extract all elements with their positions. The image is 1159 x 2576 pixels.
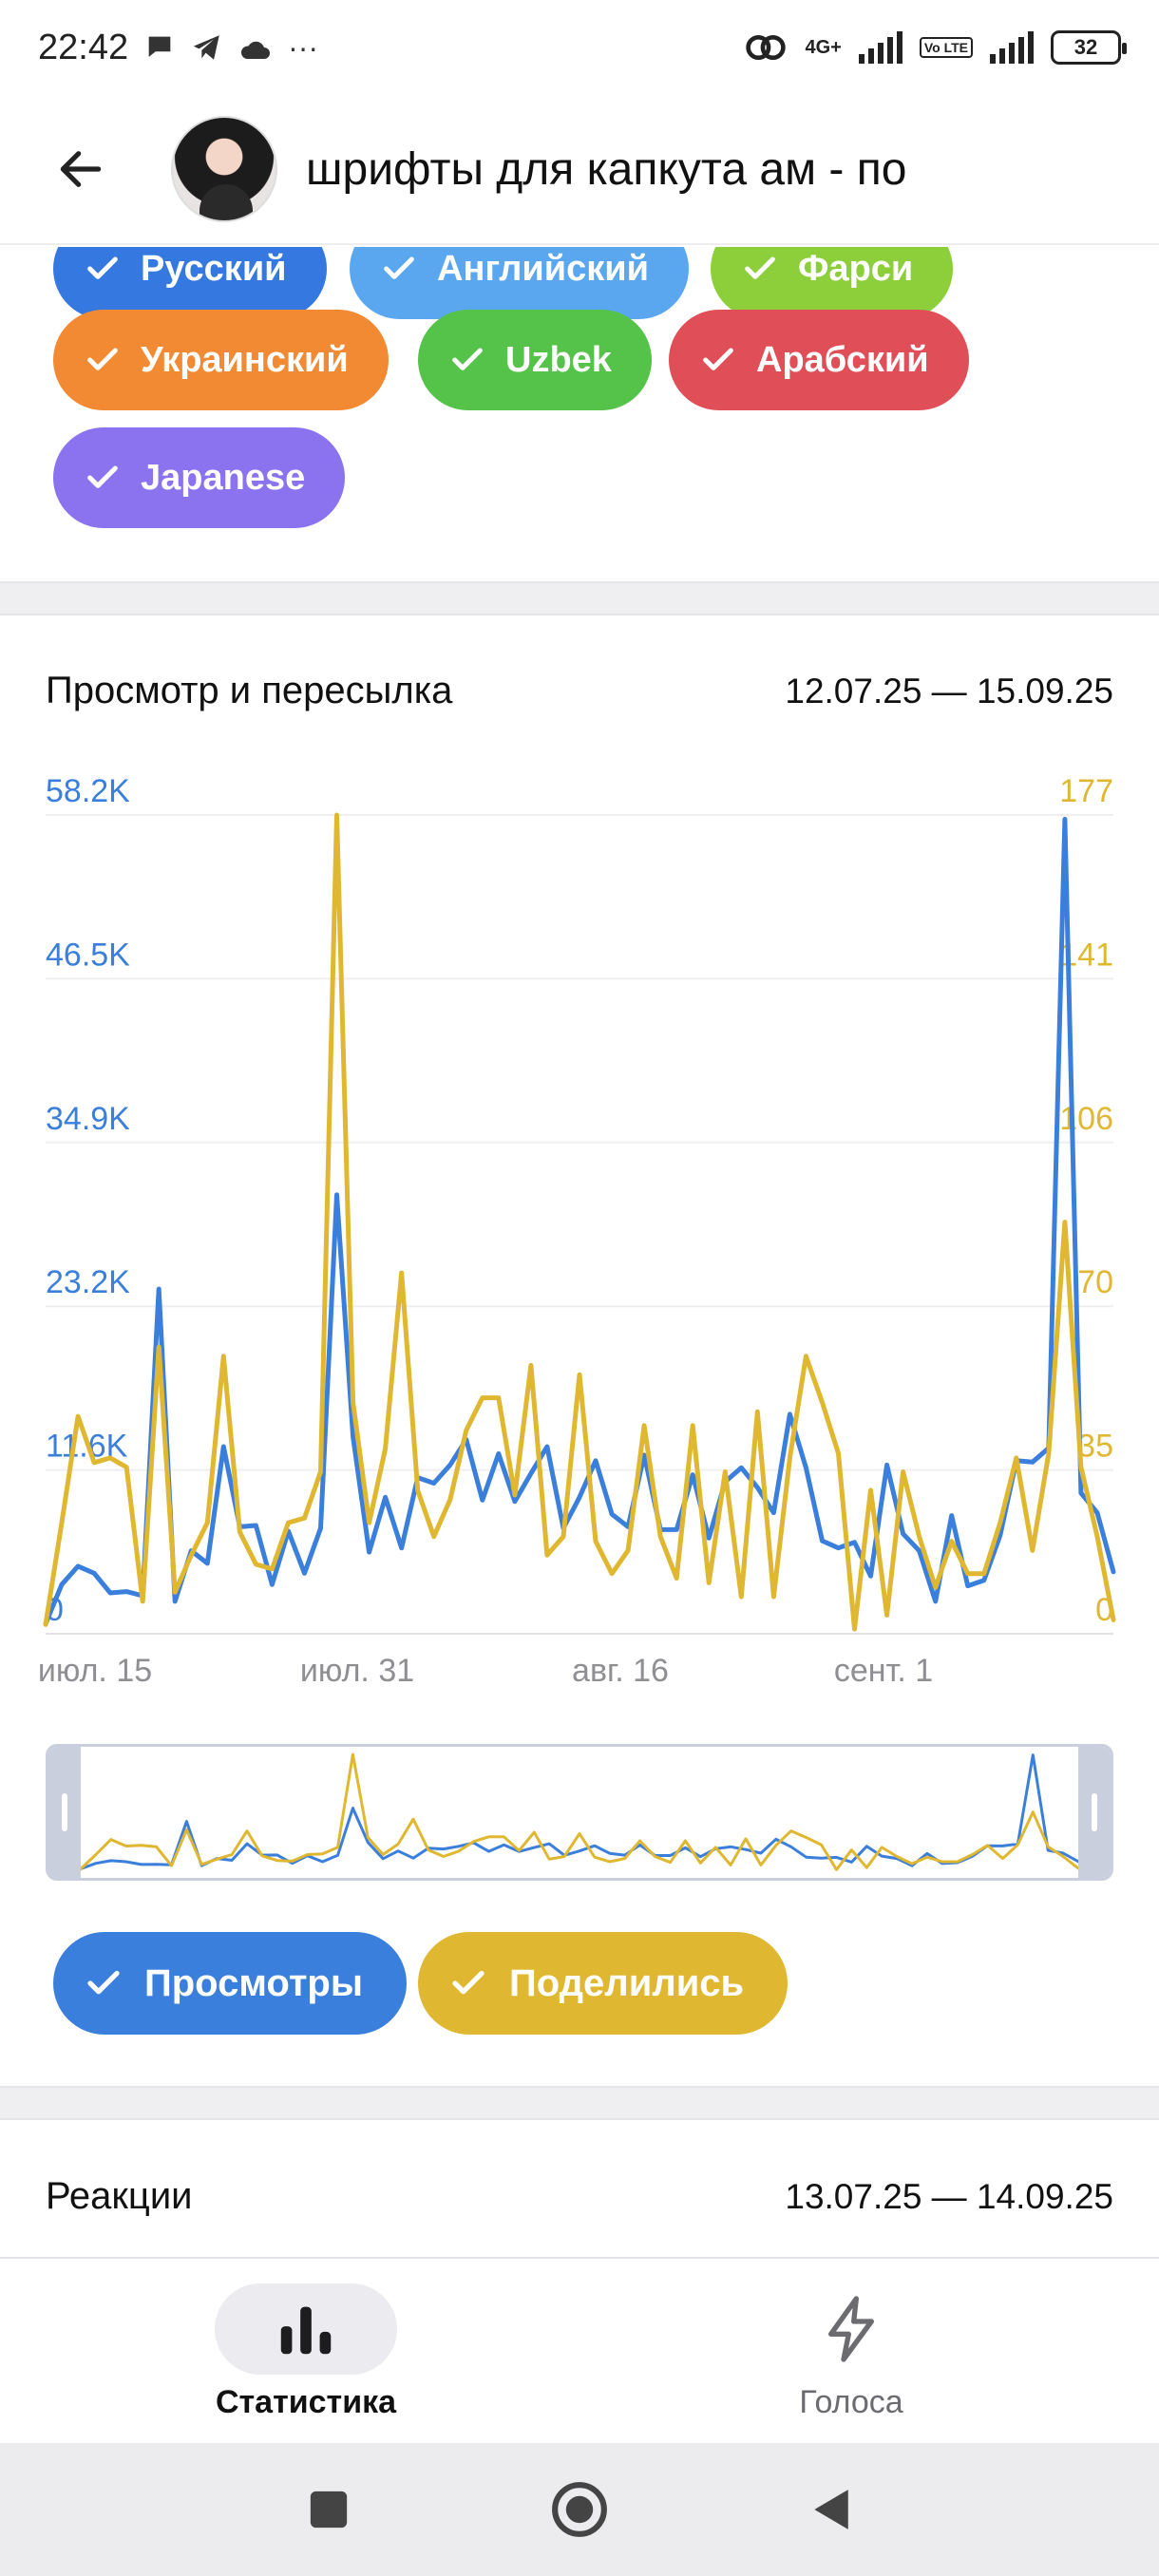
check-icon <box>87 1970 120 1995</box>
chip-label: Английский <box>437 248 650 289</box>
chip-label: Русский <box>141 248 287 289</box>
more-indicator: ··· <box>288 29 319 65</box>
language-chip[interactable]: Арабский <box>669 310 969 410</box>
x-tick-label: сент. 1 <box>834 1653 933 1689</box>
hotspot-icon <box>746 34 787 61</box>
channel-title: шрифты для капкута ам - по <box>306 143 907 195</box>
language-chip[interactable]: Japanese <box>53 427 346 528</box>
navigator-left-handle[interactable] <box>48 1747 81 1878</box>
views-card-dates: 12.07.25 — 15.09.25 <box>785 672 1113 710</box>
y-right-tick-label: 177 <box>1059 773 1113 809</box>
section-divider <box>0 2086 1159 2120</box>
reactions-card-title: Реакции <box>46 2175 193 2217</box>
channel-avatar[interactable] <box>171 116 277 222</box>
series-line <box>79 1752 1080 1871</box>
y-right-tick-label: 35 <box>1077 1429 1113 1465</box>
arrow-left-icon <box>60 151 102 187</box>
chip-label: Арабский <box>756 339 929 380</box>
navigator-right-handle[interactable] <box>1078 1747 1111 1878</box>
language-filter: Русский Английский Фарси Украинский Uzbe… <box>0 247 1159 581</box>
tab-statistics[interactable]: Статистика <box>116 2259 496 2445</box>
x-tick-label: июл. 15 <box>38 1653 152 1689</box>
legend-label: Просмотры <box>144 1961 364 2004</box>
status-time: 22:42 <box>38 27 129 67</box>
check-icon <box>87 348 118 370</box>
network-type: 4G+ <box>805 36 842 58</box>
signal-2-icon <box>990 31 1034 64</box>
recents-button[interactable] <box>307 2488 351 2531</box>
y-left-tick-label: 23.2K <box>46 1264 130 1300</box>
navigator-preview <box>79 1752 1080 1871</box>
tab-active-pill <box>215 2283 397 2375</box>
app-header: шрифты для капкута ам - по <box>0 95 1159 245</box>
chip-label: Japanese <box>141 457 306 498</box>
x-tick-label: июл. 31 <box>300 1653 414 1689</box>
chip-label: Uzbek <box>505 339 612 380</box>
chart-range-navigator[interactable] <box>46 1744 1113 1881</box>
back-button[interactable] <box>28 117 133 221</box>
section-divider <box>0 581 1159 616</box>
legend-toggle-views[interactable]: Просмотры <box>53 1932 408 2035</box>
system-navigation-bar <box>0 2443 1159 2576</box>
chip-label: Фарси <box>798 248 914 289</box>
language-chip[interactable]: Английский <box>350 247 690 319</box>
series-line <box>43 816 1116 1627</box>
chip-label: Украинский <box>141 339 349 380</box>
check-icon <box>703 348 733 370</box>
language-chip[interactable]: Фарси <box>711 247 954 319</box>
volte-badge: Vo LTE <box>919 37 973 58</box>
status-bar: 22:42 ··· 4G+ Vo LTE 32 <box>0 0 1159 95</box>
language-chip[interactable]: Русский <box>53 247 327 319</box>
check-icon <box>87 465 118 488</box>
check-icon <box>87 256 118 279</box>
battery-level: 32 <box>1074 35 1098 59</box>
legend-label: Поделились <box>509 1961 745 2004</box>
tab-label: Голоса <box>799 2384 903 2420</box>
series-line <box>43 812 1116 1632</box>
language-chip[interactable]: Украинский <box>53 310 389 410</box>
y-left-tick-label: 46.5K <box>46 937 130 973</box>
cloud-icon <box>241 41 271 59</box>
y-left-tick-label: 34.9K <box>46 1101 130 1137</box>
bar-chart-icon <box>280 2306 332 2355</box>
x-tick-label: авг. 16 <box>572 1653 669 1689</box>
y-left-tick-label: 58.2K <box>46 773 130 809</box>
check-icon <box>452 348 483 370</box>
home-button[interactable] <box>550 2480 609 2539</box>
views-card-title: Просмотр и пересылка <box>46 670 453 711</box>
lightning-icon <box>828 2296 874 2362</box>
back-nav-button[interactable] <box>808 2486 852 2533</box>
reactions-card-dates: 13.07.25 — 14.09.25 <box>785 2177 1113 2216</box>
y-right-tick-label: 70 <box>1077 1264 1113 1300</box>
check-icon <box>745 256 775 279</box>
bottom-tab-bar: Статистика Голоса <box>0 2257 1159 2443</box>
chat-bubble-icon <box>148 36 171 57</box>
signal-icon <box>858 31 902 64</box>
telegram-icon <box>193 35 219 60</box>
legend-toggle-shares[interactable]: Поделились <box>418 1932 788 2035</box>
battery-icon: 32 <box>1051 30 1127 65</box>
check-icon <box>384 256 414 279</box>
tab-label: Статистика <box>215 2384 397 2420</box>
check-icon <box>452 1970 484 1995</box>
tab-votes[interactable]: Голоса <box>661 2259 1041 2445</box>
series-line <box>79 1753 1080 1870</box>
language-chip[interactable]: Uzbek <box>418 310 652 410</box>
y-right-tick-label: 106 <box>1059 1101 1113 1137</box>
